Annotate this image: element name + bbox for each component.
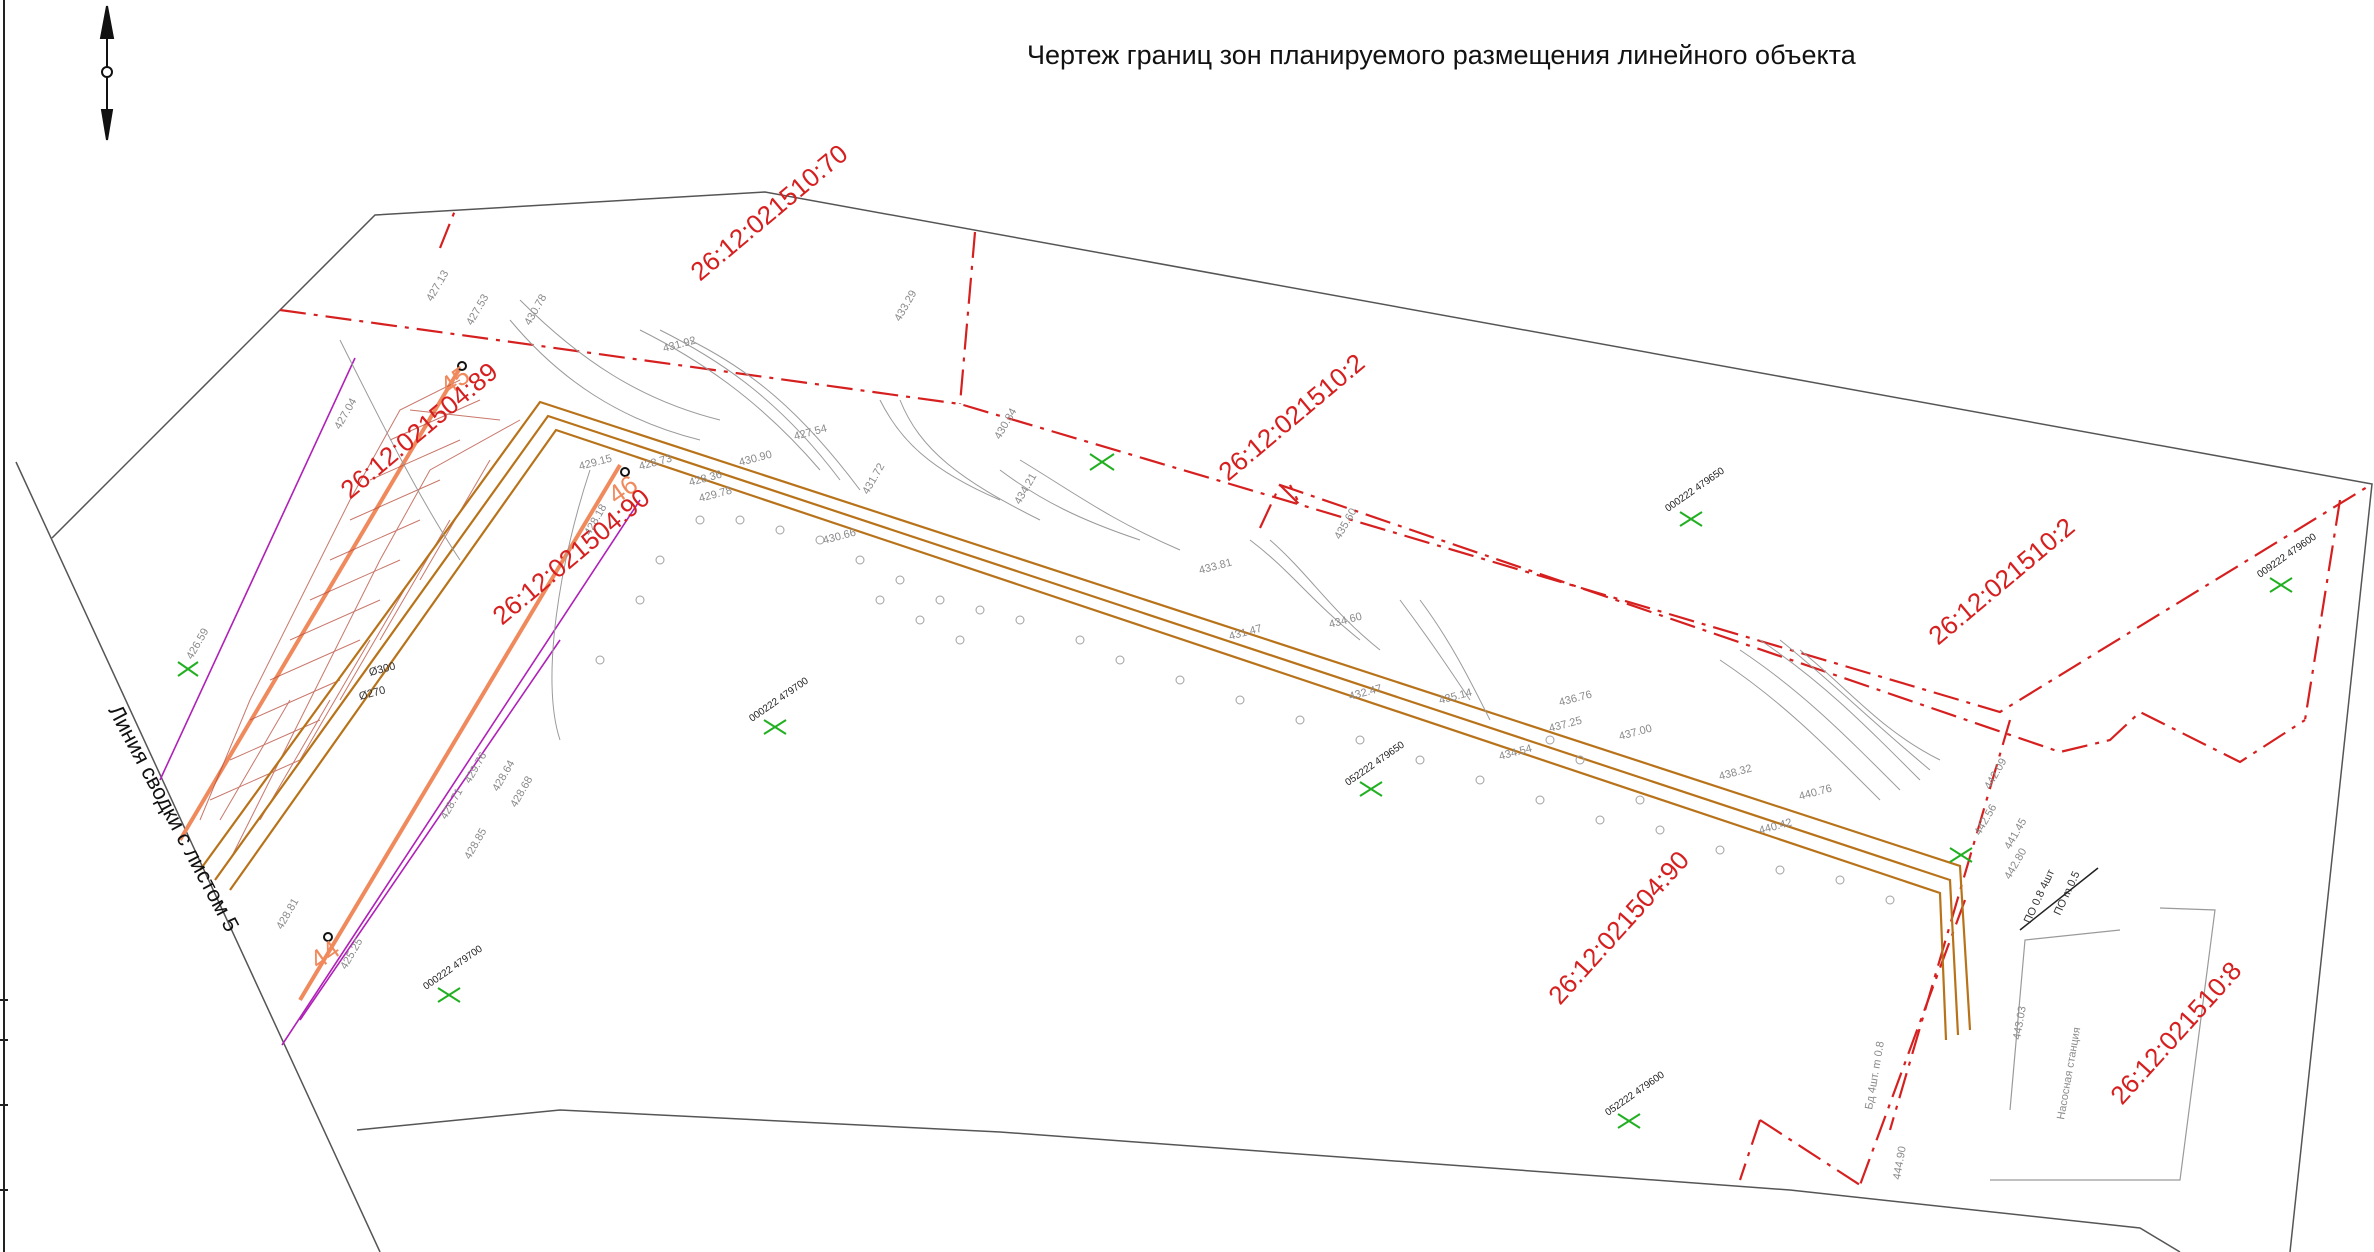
elevation-label: 437.25 — [1548, 715, 1584, 735]
grid-mark-label: 052222 479600 — [1603, 1069, 1667, 1118]
elevation-label: 428.68 — [508, 774, 535, 809]
elevation-label: 428.85 — [462, 826, 489, 861]
elevation-label: 442.80 — [2002, 846, 2029, 881]
elevation-label: 430.84 — [992, 406, 1019, 441]
crossing-hatch — [199, 379, 521, 861]
elevation-label: 435.60 — [1332, 506, 1359, 541]
pump-station — [1990, 907, 2216, 1181]
note-label: ПО 0.8 4шт — [2022, 868, 2057, 926]
elevation-label: 434.54 — [1498, 743, 1534, 763]
elevation-label: 437.00 — [1618, 723, 1654, 743]
cadastral-boundaries — [279, 207, 2373, 1186]
parcel-number: 26:12:021510:2 — [1213, 347, 1371, 486]
elevation-label: 427.13 — [424, 268, 451, 303]
elevation-label: 428.71 — [438, 786, 465, 821]
parcel-number: 26:12:021504:90 — [1542, 845, 1695, 1010]
frame-edge — [0, 0, 8, 1252]
annotations: ПО 0.8 4шт ПО m 0.5 Ø300 Ø270 Бд 4шт. m … — [358, 660, 2099, 1121]
elevation-label: 440.42 — [1758, 817, 1794, 837]
parcel-number: 26:12:021504:90 — [487, 482, 656, 630]
note-label: Ø270 — [358, 684, 387, 703]
note-label: Насосная станция — [2055, 1026, 2083, 1120]
elevation-label: 442.09 — [1982, 756, 2009, 791]
elevation-label: 444.90 — [1891, 1145, 1909, 1180]
elevation-label: 440.76 — [1798, 783, 1834, 803]
elevation-label: 428.64 — [490, 758, 517, 793]
elevation-label: 431.47 — [1228, 623, 1264, 643]
elevation-label: 441.45 — [2002, 816, 2029, 851]
elevation-label: 436.76 — [1558, 689, 1594, 709]
parcel-number: 26:12:021510:2 — [1923, 511, 2081, 650]
pipeline-route — [199, 400, 1972, 1041]
elevation-label: 430.78 — [522, 292, 549, 327]
elevation-label: 430.66 — [822, 527, 858, 547]
elevation-label: 431.72 — [860, 461, 887, 496]
elevation-label: 443.03 — [2011, 1005, 2029, 1040]
grid-mark-label: 052222 479650 — [1343, 739, 1407, 788]
parcel-number: 26:12:021510:70 — [685, 138, 854, 286]
grid-mark-label: 000222 479650 — [1663, 465, 1727, 514]
elevation-label: 429.78 — [698, 485, 734, 505]
parcel-number: 26:12:021510:8 — [2104, 956, 2247, 1110]
grid-cross-icons — [177, 453, 2293, 1129]
grid-mark-label: 000222 479700 — [747, 675, 811, 724]
elevation-label: 433.29 — [892, 288, 919, 323]
elevation-label: 428.81 — [274, 896, 301, 931]
elevation-label: 434.21 — [1012, 471, 1039, 506]
elevation-label: 427.54 — [793, 423, 829, 443]
page-title: Чертеж границ зон планируемого размещени… — [1027, 40, 1857, 70]
elevation-label: 428.36 — [688, 469, 724, 489]
north-arrow-icon — [99, 5, 115, 141]
terrain-contours — [339, 299, 1941, 801]
survey-markers — [323, 361, 630, 942]
elevation-label: 430.90 — [738, 449, 774, 469]
elevation-label: 429.15 — [578, 453, 614, 473]
summary-line-label: Линия сводки с листом 5 — [104, 701, 245, 936]
elevation-label: 428.73 — [638, 453, 674, 473]
note-label: Бд 4шт. m 0.8 — [1863, 1040, 1887, 1110]
elevation-label: 429.76 — [462, 750, 489, 785]
survey-points — [595, 515, 1895, 905]
grid-mark-label: 009222 479600 — [2255, 531, 2319, 580]
elevation-label: 433.81 — [1198, 557, 1234, 577]
note-leader — [2019, 867, 2099, 931]
picket-number: 44 — [304, 934, 345, 975]
elevation-label: 427.53 — [464, 292, 491, 327]
elevation-label: 438.32 — [1718, 763, 1754, 783]
elevation-label: 442.56 — [1972, 802, 1999, 837]
grid-mark-label: 000222 479700 — [421, 943, 485, 992]
parcel-number: 26:12:021504:89 — [335, 356, 504, 504]
elevation-label: 426.59 — [184, 626, 211, 661]
elevation-label: 427.04 — [332, 396, 359, 431]
survey-outline — [15, 191, 2373, 1252]
zone-lines — [159, 357, 641, 1046]
elevation-label: 435.14 — [1438, 687, 1474, 707]
